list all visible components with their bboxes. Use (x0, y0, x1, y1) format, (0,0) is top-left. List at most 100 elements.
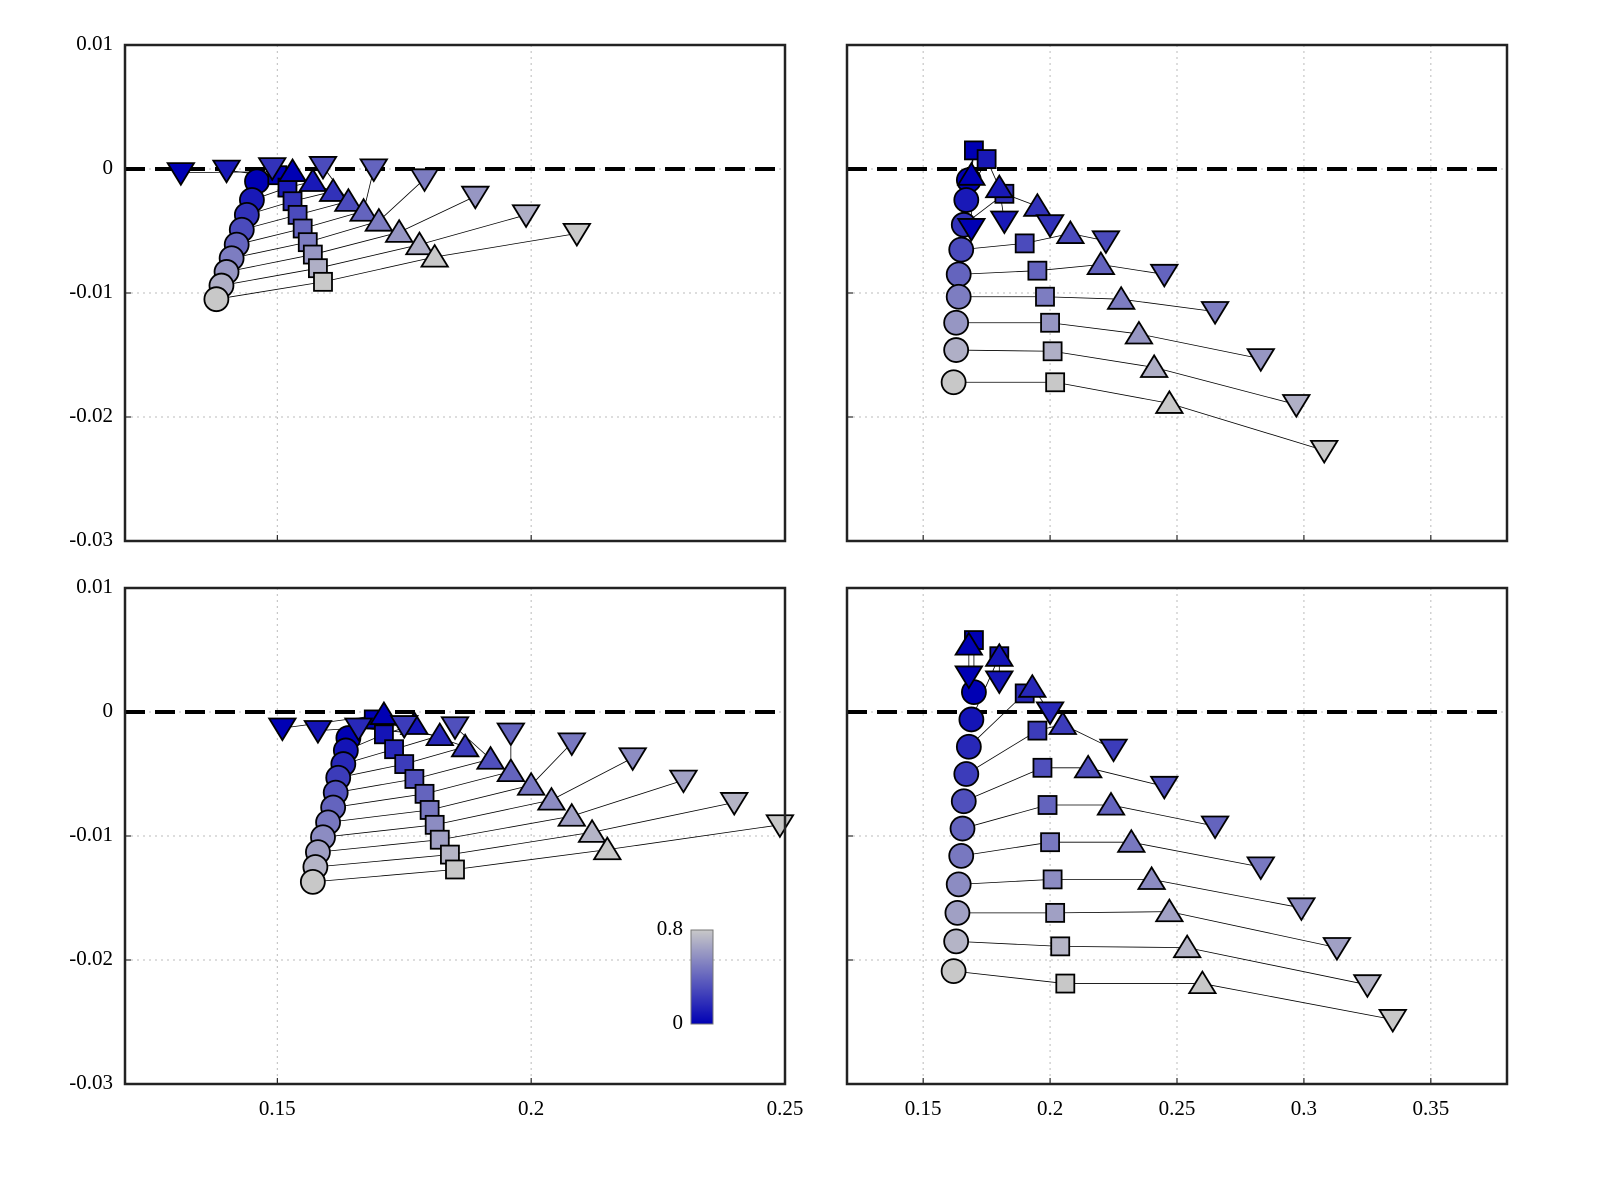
marker-triangle-up (298, 167, 328, 192)
marker-triangle-up (1017, 673, 1048, 698)
marker-square (394, 754, 415, 774)
marker-triangle-down (1352, 974, 1383, 999)
x-tick-label: 0.25 (1159, 1096, 1196, 1120)
marker-triangle-up (1047, 710, 1078, 735)
connector (312, 231, 400, 255)
marker-triangle-down (308, 156, 338, 181)
connector (571, 779, 684, 817)
marker-triangle-up (450, 732, 480, 758)
connector (1110, 804, 1216, 827)
marker-triangle-down (1149, 263, 1180, 289)
marker-triangle-up (496, 757, 526, 783)
connector (1044, 296, 1122, 300)
connector (221, 267, 318, 286)
marker-triangle-up (556, 802, 587, 827)
x-tick-label: 0.15 (905, 1096, 942, 1120)
connector (312, 869, 456, 883)
marker-circle (943, 337, 970, 363)
colorbar-tick-label: 0 (673, 1010, 684, 1034)
marker-triangle-down (562, 222, 592, 248)
x-tick-label: 0.2 (518, 1096, 544, 1120)
marker-triangle-up (577, 818, 607, 843)
marker-square (384, 739, 404, 760)
y-tick-label: -0.03 (69, 1070, 113, 1094)
connector (962, 804, 1048, 829)
marker-triangle-up (1136, 865, 1167, 890)
marker-triangle-down (1377, 1009, 1408, 1034)
marker-triangle-up (384, 218, 414, 243)
marker-triangle-down (1309, 439, 1340, 465)
connector (961, 841, 1051, 857)
connector (1131, 841, 1261, 868)
axes-box (123, 586, 787, 1086)
marker-triangle-down (1200, 815, 1230, 840)
marker-triangle-up (1096, 791, 1126, 816)
marker-triangle-up (1154, 389, 1185, 414)
marker-triangle-down (989, 210, 1020, 235)
marker-triangle-down (984, 670, 1015, 695)
y-tick-label: -0.02 (69, 946, 113, 970)
marker-triangle-down (460, 185, 491, 211)
marker-circle (940, 958, 967, 985)
connector (414, 758, 491, 780)
marker-triangle-down (389, 715, 420, 740)
connector (1100, 264, 1165, 275)
marker-triangle-up (364, 207, 394, 232)
marker-circle (945, 871, 972, 898)
marker-triangle-up (536, 786, 567, 811)
connector (454, 726, 491, 760)
connector (966, 730, 1038, 775)
marker-circle (945, 261, 972, 288)
connector (958, 270, 1038, 275)
marker-triangle-down (343, 717, 374, 742)
marker-triangle-up (333, 187, 364, 212)
marker-triangle-up (954, 631, 984, 656)
connector (434, 233, 577, 258)
x-tick-label: 0.2 (1037, 1096, 1063, 1120)
marker-circle (943, 928, 970, 955)
marker-triangle-down (954, 665, 984, 690)
colorbar (690, 929, 714, 1025)
marker-square (1045, 372, 1066, 393)
marker-triangle-down (511, 204, 541, 229)
connector (591, 802, 735, 833)
connector (317, 244, 420, 269)
connector (398, 195, 476, 233)
y-tick-label: 0 (103, 698, 114, 722)
marker-triangle-down (719, 792, 750, 817)
marker-triangle-down (1286, 897, 1317, 922)
marker-triangle-down (358, 158, 389, 183)
x-tick-label: 0.15 (259, 1096, 296, 1120)
marker-triangle-down (1091, 230, 1121, 255)
connector (607, 824, 780, 851)
marker-triangle-up (1073, 754, 1103, 779)
marker-circle (949, 815, 976, 842)
connector (454, 849, 608, 870)
marker-triangle-up (475, 745, 506, 770)
marker-circle (299, 868, 326, 895)
marker-triangle-up (1106, 285, 1136, 310)
marker-triangle-up (592, 835, 623, 861)
marker-square (1042, 341, 1063, 362)
marker-triangle-up (1154, 897, 1185, 923)
marker-triangle-down (440, 716, 470, 741)
marker-triangle-up (1172, 933, 1202, 959)
axes-box (845, 43, 1509, 543)
axes-box (123, 43, 787, 543)
connector (1169, 911, 1338, 948)
marker-square (976, 149, 997, 169)
marker-square (1040, 312, 1060, 333)
marker-square (445, 859, 465, 880)
connector (1187, 947, 1368, 986)
connector (953, 970, 1066, 984)
marker-triangle-up (277, 157, 308, 182)
marker-triangle-up (419, 243, 450, 268)
marker-square (1035, 286, 1055, 307)
y-tick-label: -0.01 (69, 279, 113, 303)
marker-triangle-down (1035, 701, 1065, 726)
connector (1055, 381, 1170, 404)
connector (322, 256, 435, 283)
connector (1202, 983, 1393, 1020)
marker-square (1037, 795, 1058, 815)
marker-triangle-up (1022, 192, 1053, 217)
